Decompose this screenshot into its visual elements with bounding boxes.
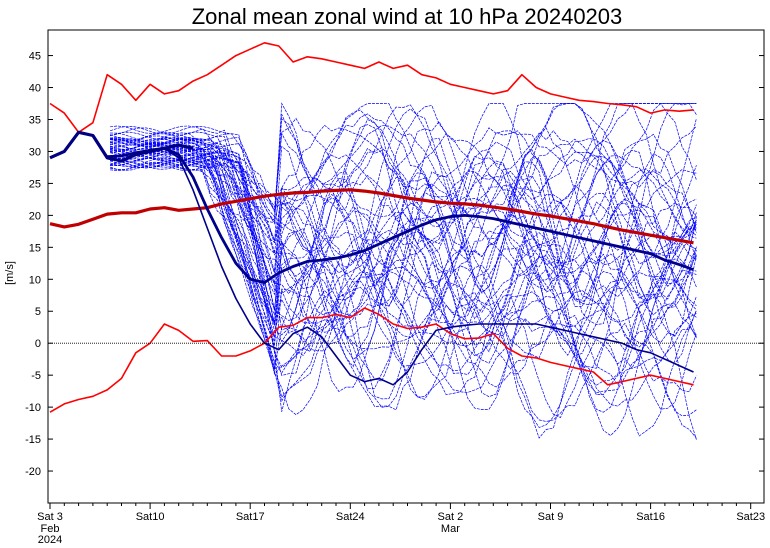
ensemble-member-line xyxy=(109,148,697,343)
y-axis-label: [m/s] xyxy=(4,261,16,285)
series-line-observed xyxy=(49,130,194,163)
ensemble-member-line xyxy=(109,161,697,386)
x-tick-year-label: 2024 xyxy=(38,534,62,546)
ensemble-member-line xyxy=(110,132,697,313)
y-tick-label: 25 xyxy=(29,178,41,190)
y-tick-label: 10 xyxy=(29,274,41,286)
plot-frame xyxy=(47,29,765,504)
x-tick-label: Sat16 xyxy=(636,511,665,523)
ensemble-member-line xyxy=(109,103,697,289)
series-line-min xyxy=(49,307,694,413)
ensemble-members xyxy=(109,102,697,440)
series-line-max xyxy=(49,41,694,134)
y-tick-label: -10 xyxy=(25,402,41,414)
ensemble-member-line xyxy=(110,109,697,245)
ensemble-member-line xyxy=(109,131,697,386)
ensemble-member-line xyxy=(110,103,697,221)
y-tick-label: 35 xyxy=(29,114,41,126)
x-tick-label: Sat 3 xyxy=(37,511,63,523)
series-line-climatology xyxy=(49,188,694,245)
axes: -20 -15 -10 -5 0 5 10 15 20 25 30 35 40 45 Sat 3Feb202… xyxy=(25,51,765,546)
y-tick-label: 15 xyxy=(29,242,41,254)
y-tick-label: 40 xyxy=(29,83,41,95)
y-tick-label: 0 xyxy=(35,338,41,350)
ensemble-member-line xyxy=(109,117,697,245)
ensemble-member-line xyxy=(110,161,697,302)
y-tick-label: 5 xyxy=(35,306,41,318)
y-tick-label: 45 xyxy=(29,51,41,63)
y-tick-label: -20 xyxy=(25,466,41,478)
y-tick-label: 30 xyxy=(29,146,41,158)
y-tick-label: 20 xyxy=(29,210,41,222)
ensemble-member-line xyxy=(110,136,697,369)
ensemble-member-line xyxy=(110,157,697,440)
x-tick-label: Sat24 xyxy=(336,511,365,523)
ensemble-member-line xyxy=(110,151,697,400)
x-tick-month-label: Feb xyxy=(41,523,60,535)
chart-title: Zonal mean zonal wind at 10 hPa 20240203 xyxy=(192,4,623,29)
ensemble-member-line xyxy=(110,138,697,285)
x-tick-label: Sat10 xyxy=(136,511,165,523)
y-tick-label: -15 xyxy=(25,434,41,446)
ensemble-member-line xyxy=(109,103,697,240)
x-tick-label: Sat23 xyxy=(736,511,765,523)
ensemble-member-line xyxy=(109,151,697,309)
ensemble-member-line xyxy=(109,151,697,428)
series-line-control xyxy=(107,147,694,386)
x-tick-label: Sat17 xyxy=(236,511,265,523)
ensemble-member-line xyxy=(110,118,697,257)
ensemble-member-line xyxy=(110,151,697,436)
y-tick-label: -5 xyxy=(31,370,41,382)
ensemble-member-line xyxy=(109,153,697,360)
x-tick-label: Sat 9 xyxy=(538,511,564,523)
ensemble-member-line xyxy=(109,153,697,302)
ensemble-member-line xyxy=(109,162,697,285)
ensemble-member-line xyxy=(110,147,697,369)
ensemble-member-line xyxy=(110,151,697,357)
ensemble-member-line xyxy=(110,102,697,275)
ensemble-member-line xyxy=(110,138,697,375)
x-tick-month-label: Mar xyxy=(441,523,460,535)
series-lines xyxy=(49,41,694,413)
series-line-ensemble-mean xyxy=(107,146,694,284)
ensemble-member-line xyxy=(110,132,697,218)
ensemble-member-line xyxy=(109,139,697,368)
x-tick-label: Sat 2 xyxy=(438,511,464,523)
ensemble-member-line xyxy=(109,153,697,337)
ensemble-member-line xyxy=(109,138,697,274)
